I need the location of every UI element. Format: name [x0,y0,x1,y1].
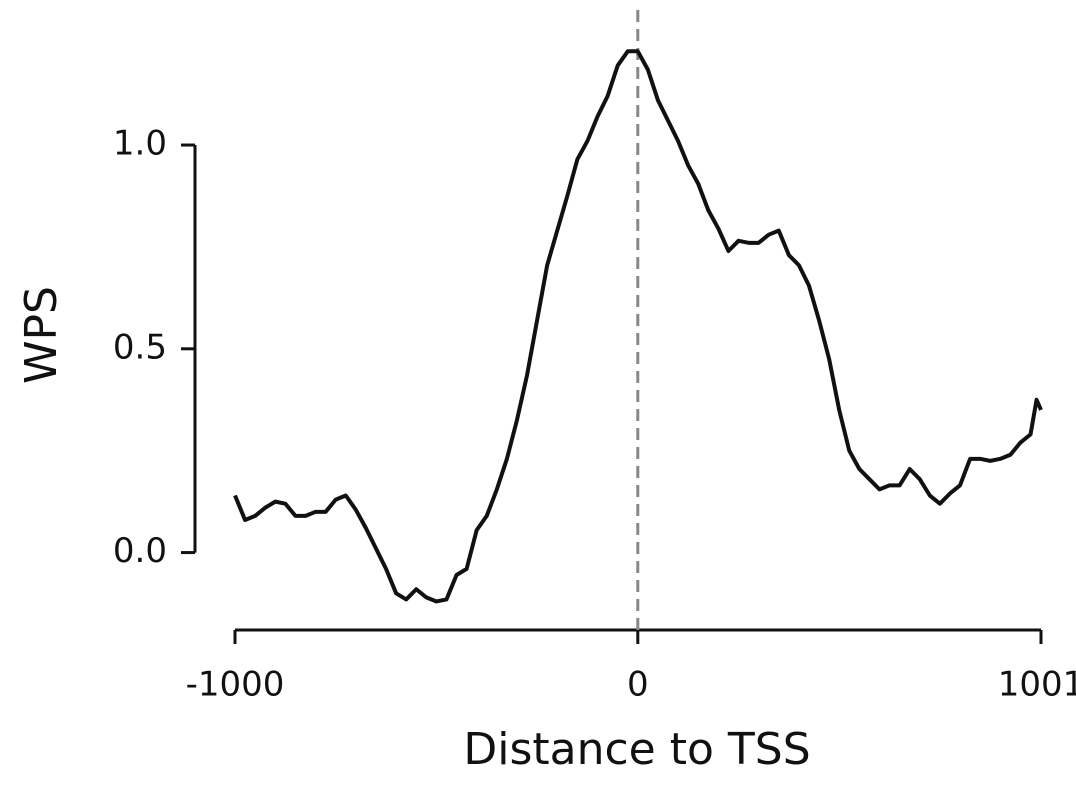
y-tick-label: 0.5 [113,327,167,367]
y-axis-title: WPS [16,286,67,384]
x-tick-label: -1000 [186,665,285,705]
y-tick-label: 1.0 [113,124,167,164]
y-tick-label: 0.0 [113,531,167,571]
x-tick-label: 1001 [998,665,1076,705]
x-tick-label: 0 [627,665,649,705]
x-axis-title: Distance to TSS [463,724,810,775]
data-line [233,49,1043,604]
